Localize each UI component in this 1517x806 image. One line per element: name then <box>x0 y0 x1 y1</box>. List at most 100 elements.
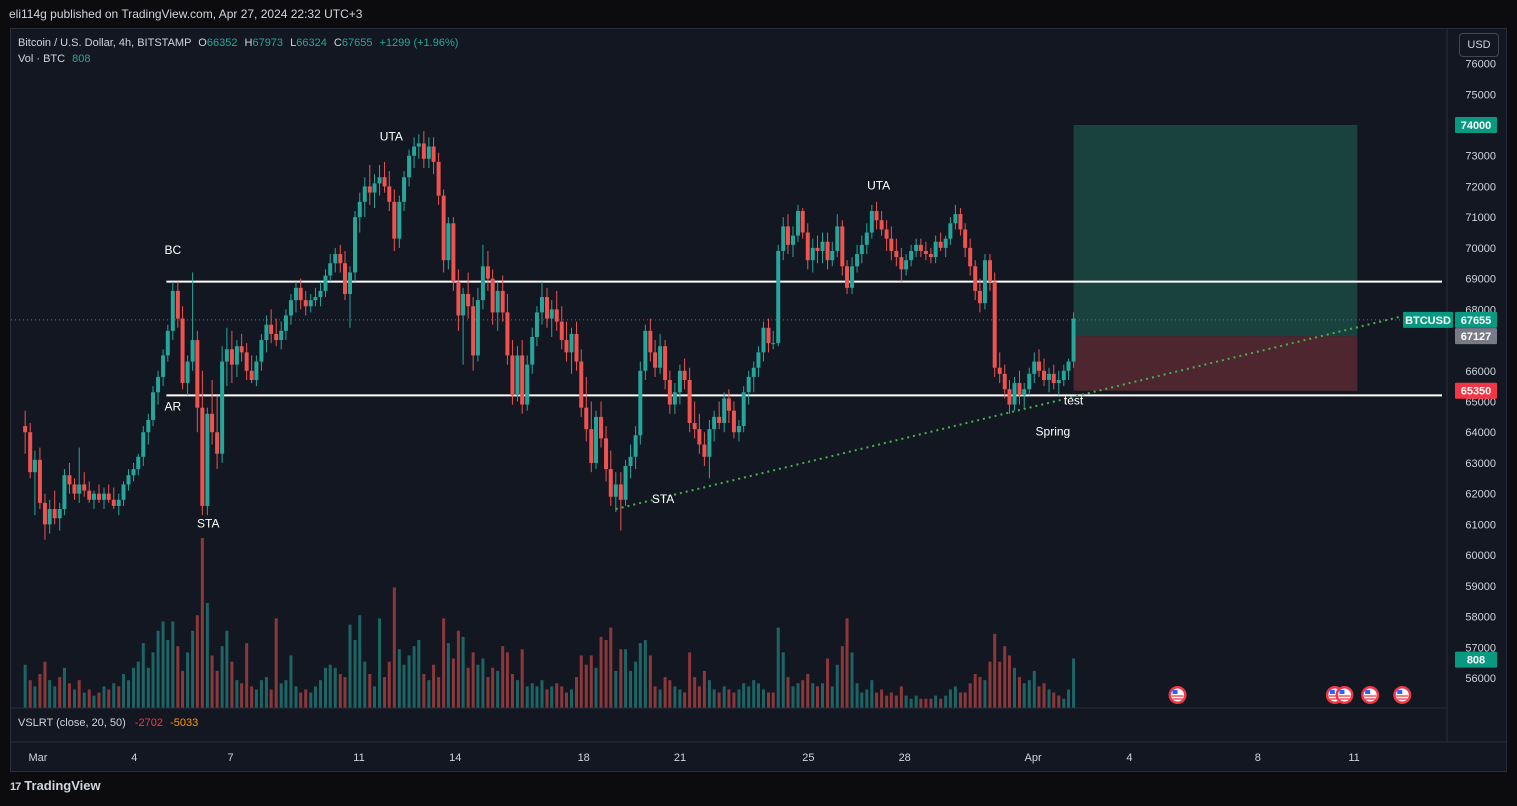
candle-body[interactable] <box>1022 389 1027 396</box>
price-label-badge[interactable] <box>1455 311 1497 328</box>
candle-body[interactable] <box>116 499 121 506</box>
candle-body[interactable] <box>436 161 441 196</box>
annotation-label[interactable]: Spring <box>1036 424 1071 438</box>
candle-body[interactable] <box>313 297 318 301</box>
candle-body[interactable] <box>884 229 889 239</box>
candle-body[interactable] <box>402 177 407 202</box>
candle-body[interactable] <box>106 493 111 500</box>
candle-body[interactable] <box>377 177 382 184</box>
candle-body[interactable] <box>210 413 215 433</box>
candle-body[interactable] <box>604 438 609 470</box>
candle-body[interactable] <box>869 211 874 233</box>
candle-body[interactable] <box>102 493 107 500</box>
candle-body[interactable] <box>879 220 884 230</box>
candle-body[interactable] <box>283 315 288 331</box>
candle-body[interactable] <box>756 352 761 368</box>
candle-body[interactable] <box>131 469 136 476</box>
candle-body[interactable] <box>771 343 776 345</box>
candle-body[interactable] <box>318 290 323 298</box>
candle-body[interactable] <box>746 376 751 393</box>
trendline[interactable] <box>615 316 1400 510</box>
candle-body[interactable] <box>677 370 682 393</box>
candle-body[interactable] <box>72 484 77 494</box>
candle-body[interactable] <box>520 355 525 405</box>
candle-body[interactable] <box>77 484 82 494</box>
annotation-label[interactable]: STA <box>652 492 674 506</box>
candle-body[interactable] <box>279 330 284 341</box>
candle-body[interactable] <box>293 287 298 301</box>
candle-body[interactable] <box>466 293 471 307</box>
candle-body[interactable] <box>421 143 426 159</box>
candle-body[interactable] <box>1061 370 1066 380</box>
candle-body[interactable] <box>982 260 987 304</box>
candle-body[interactable] <box>156 376 161 393</box>
candle-body[interactable] <box>697 429 702 445</box>
candle-body[interactable] <box>151 392 156 420</box>
candle-body[interactable] <box>96 493 101 500</box>
candle-body[interactable] <box>963 229 968 248</box>
candle-body[interactable] <box>855 254 860 267</box>
candle-body[interactable] <box>254 361 259 380</box>
candle-body[interactable] <box>87 490 92 500</box>
candle-body[interactable] <box>889 238 894 251</box>
candle-body[interactable] <box>835 226 840 251</box>
candle-body[interactable] <box>185 361 190 384</box>
candle-body[interactable] <box>781 226 786 251</box>
candle-body[interactable] <box>52 509 57 519</box>
candle-body[interactable] <box>864 232 869 245</box>
candle-body[interactable] <box>845 266 850 288</box>
candle-body[interactable] <box>859 244 864 255</box>
currency-button[interactable]: USD <box>1459 33 1499 57</box>
candle-body[interactable] <box>367 186 372 193</box>
candle-body[interactable] <box>495 290 500 313</box>
candle-body[interactable] <box>328 263 333 276</box>
candle-body[interactable] <box>37 459 42 503</box>
candle-body[interactable] <box>702 444 707 457</box>
candle-body[interactable] <box>392 201 397 239</box>
candle-body[interactable] <box>589 429 594 463</box>
candle-body[interactable] <box>899 257 904 270</box>
candle-body[interactable] <box>456 281 461 316</box>
candle-body[interactable] <box>938 241 943 248</box>
candle-body[interactable] <box>717 416 722 424</box>
candle-body[interactable] <box>249 370 254 380</box>
candle-body[interactable] <box>57 509 62 519</box>
candle-body[interactable] <box>874 211 879 221</box>
candle-body[interactable] <box>997 367 1002 374</box>
annotation-label[interactable]: test <box>1064 394 1084 408</box>
candle-body[interactable] <box>736 426 741 433</box>
candle-body[interactable] <box>195 340 200 408</box>
candle-body[interactable] <box>220 361 225 454</box>
candle-body[interactable] <box>544 297 549 319</box>
candle-body[interactable] <box>387 186 392 202</box>
annotation-label[interactable]: STA <box>197 516 219 530</box>
candle-body[interactable] <box>584 407 589 430</box>
candle-body[interactable] <box>712 416 717 430</box>
annotation-label[interactable]: UTA <box>380 129 403 143</box>
candle-body[interactable] <box>111 499 116 506</box>
candle-body[interactable] <box>288 300 293 316</box>
candle-body[interactable] <box>357 201 362 218</box>
candle-body[interactable] <box>239 346 244 353</box>
candle-body[interactable] <box>796 211 801 236</box>
footer-branding[interactable]: 17 TradingView <box>10 778 101 793</box>
candle-body[interactable] <box>628 456 633 467</box>
candle-body[interactable] <box>121 484 126 500</box>
candle-body[interactable] <box>663 346 668 380</box>
candle-body[interactable] <box>338 254 343 264</box>
candle-body[interactable] <box>987 260 992 282</box>
candle-body[interactable] <box>687 379 692 424</box>
candle-body[interactable] <box>1071 318 1076 362</box>
candle-body[interactable] <box>426 146 431 159</box>
price-label-badge[interactable] <box>1455 651 1497 668</box>
price-label-badge[interactable] <box>1455 328 1497 345</box>
candle-body[interactable] <box>923 250 928 255</box>
candle-body[interactable] <box>170 290 175 331</box>
candle-body[interactable] <box>667 379 672 405</box>
candle-body[interactable] <box>475 300 480 356</box>
candle-body[interactable] <box>215 432 220 454</box>
candle-body[interactable] <box>815 247 820 251</box>
candle-body[interactable] <box>446 223 451 261</box>
candle-body[interactable] <box>382 177 387 187</box>
candle-body[interactable] <box>918 244 923 251</box>
